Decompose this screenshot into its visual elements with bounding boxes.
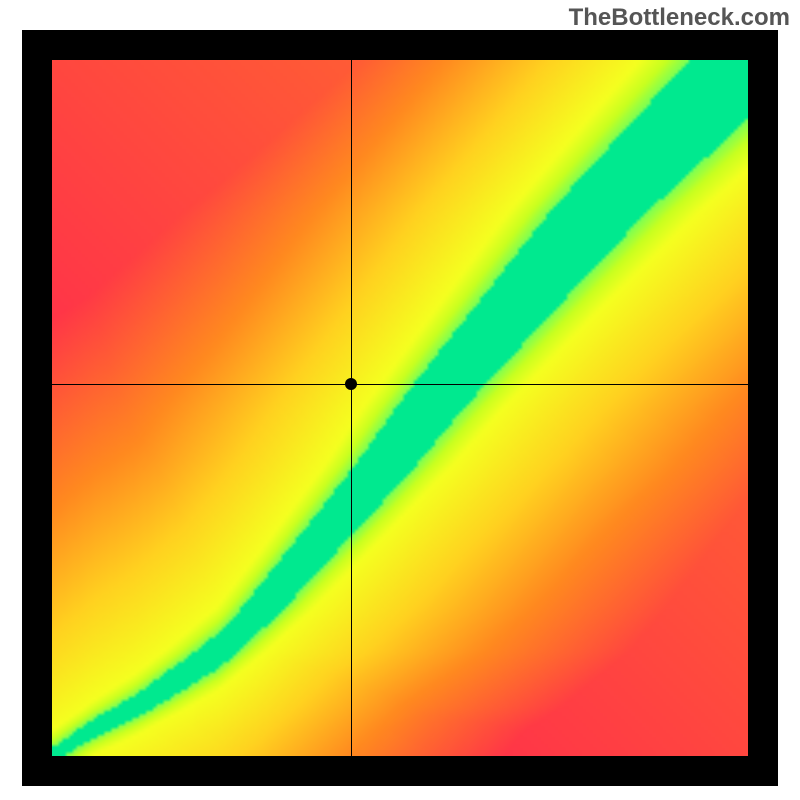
crosshair-horizontal — [52, 384, 748, 385]
selection-marker — [345, 378, 357, 390]
attribution-text: TheBottleneck.com — [569, 4, 790, 32]
chart-container: { "attribution": { "text": "TheBottlenec… — [0, 0, 800, 800]
heatmap-plot-area — [52, 60, 748, 756]
heatmap-canvas — [52, 60, 748, 756]
crosshair-vertical — [351, 60, 352, 756]
